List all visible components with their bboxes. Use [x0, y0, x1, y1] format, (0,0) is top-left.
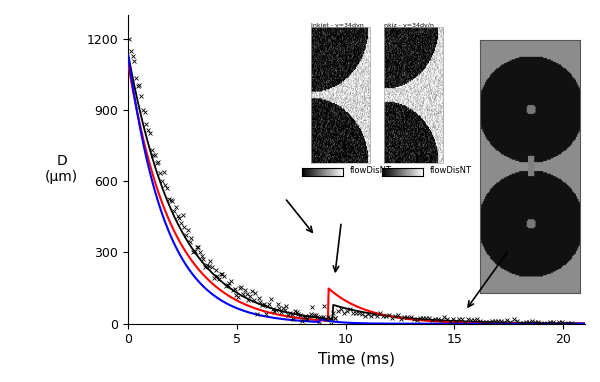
Text: nkjz - γ=34dy/n
Time: 1.083350
4.x: nkjz - γ=34dy/n Time: 1.083350 4.x: [384, 23, 434, 39]
Text: flowDisNT: flowDisNT: [350, 167, 392, 175]
X-axis label: Time (ms): Time (ms): [318, 352, 395, 367]
Text: flowDisNT: flowDisNT: [430, 167, 472, 175]
Y-axis label: D
(μm): D (μm): [45, 154, 78, 185]
Text: Inkjet - γ=34dyn
Time: 1.147375
4.x: Inkjet - γ=34dyn Time: 1.147375 4.x: [311, 23, 364, 39]
